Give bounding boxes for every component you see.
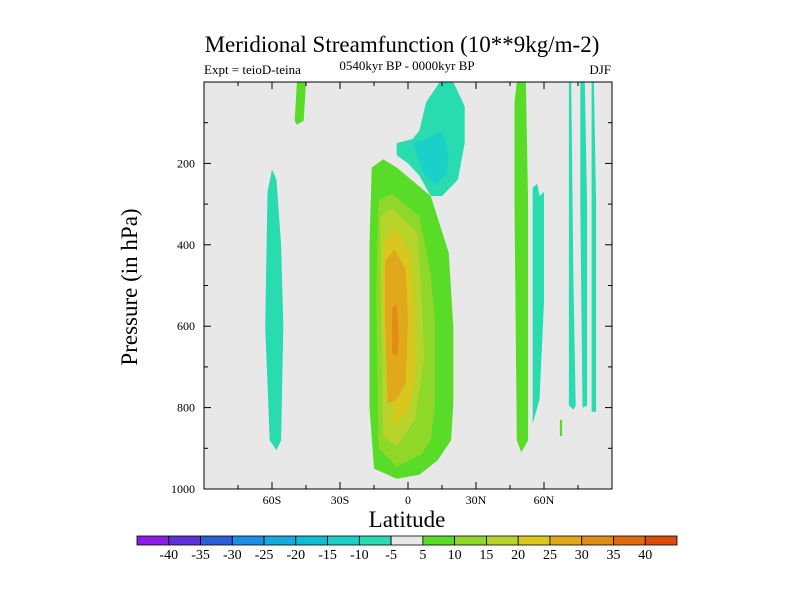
colorbar-label-1: -35: [191, 548, 210, 563]
season-label: DJF: [589, 62, 611, 77]
colorbar-label-6: -10: [350, 548, 369, 563]
y-tick-label-4: 1000: [171, 482, 195, 496]
colorbar-label-13: 30: [575, 548, 589, 563]
colorbar-label-2: -30: [223, 548, 242, 563]
x-tick-label-3: 30N: [466, 493, 487, 507]
y-tick-label-1: 400: [177, 238, 195, 252]
colorbar-swatch-11: [486, 535, 519, 546]
x-tick-label-4: 60N: [534, 493, 555, 507]
colorbar-swatch-3: [231, 535, 265, 546]
colorbar-label-8: 5: [419, 548, 426, 563]
colorbar-swatch-14: [581, 535, 614, 546]
contour-region-12: [559, 419, 563, 437]
colorbar-swatch-1: [168, 535, 201, 546]
contour-region-13: [568, 82, 576, 410]
colorbar-label-5: -15: [318, 548, 337, 563]
colorbar-swatch-8: [390, 535, 424, 546]
y-tick-label-2: 600: [177, 319, 195, 333]
contour-region-15: [591, 82, 597, 412]
colorbar-swatch-5: [295, 535, 328, 546]
colorbar-swatch-0: [136, 535, 170, 546]
y-tick-label-3: 800: [177, 401, 195, 415]
y-axis-label: Pressure (in hPa): [117, 208, 142, 365]
contour-region-0: [294, 82, 306, 125]
experiment-label: Expt = teioD-teina: [204, 62, 301, 77]
contour-region-10: [514, 82, 529, 453]
colorbar-swatch-7: [358, 535, 392, 546]
colorbar-swatch-16: [644, 535, 678, 546]
colorbar-label-14: 35: [606, 548, 620, 563]
x-tick-label-0: 60S: [263, 493, 282, 507]
contour-region-7: [392, 303, 399, 357]
contour-regions: [265, 82, 597, 479]
chart-subtitle: 0540kyr BP - 0000kyr BP: [339, 58, 474, 73]
colorbar-label-12: 25: [543, 548, 557, 563]
contour-region-9: [412, 130, 449, 186]
contour-region-14: [580, 82, 588, 408]
contour-region-1: [265, 169, 284, 451]
colorbar-swatch-4: [263, 535, 297, 546]
y-tick-label-0: 200: [177, 156, 195, 170]
x-tick-label-1: 30S: [331, 493, 350, 507]
colorbar-swatch-12: [517, 535, 551, 546]
x-tick-label-2: 0: [405, 493, 411, 507]
colorbar-label-11: 20: [511, 548, 525, 563]
colorbar-label-3: -25: [255, 548, 274, 563]
colorbar-label-9: 10: [448, 548, 462, 563]
colorbar-label-10: 15: [479, 548, 493, 563]
chart-title: Meridional Streamfunction (10**9kg/m-2): [205, 32, 600, 57]
colorbar-label-4: -20: [286, 548, 305, 563]
colorbar-swatch-9: [422, 535, 456, 546]
colorbar-swatch-6: [327, 535, 360, 546]
colorbar-swatch-13: [549, 535, 583, 546]
colorbar-swatch-15: [613, 535, 646, 546]
colorbar-label-7: -5: [385, 548, 397, 563]
axis-ticks: 60S 30S 0 30N 60N 200 400 600 800 1000: [171, 82, 612, 507]
colorbar-swatch-10: [454, 535, 487, 546]
colorbar-swatch-2: [200, 535, 233, 546]
colorbar-label-15: 40: [638, 548, 652, 563]
colorbar-label-0: -40: [159, 548, 178, 563]
contour-region-11: [532, 183, 544, 424]
colorbar: -40 -35 -30 -25 -20 -15 -10 -5 5 10 15 20 25 30 35 40: [136, 535, 678, 563]
x-axis-label: Latitude: [369, 507, 446, 532]
